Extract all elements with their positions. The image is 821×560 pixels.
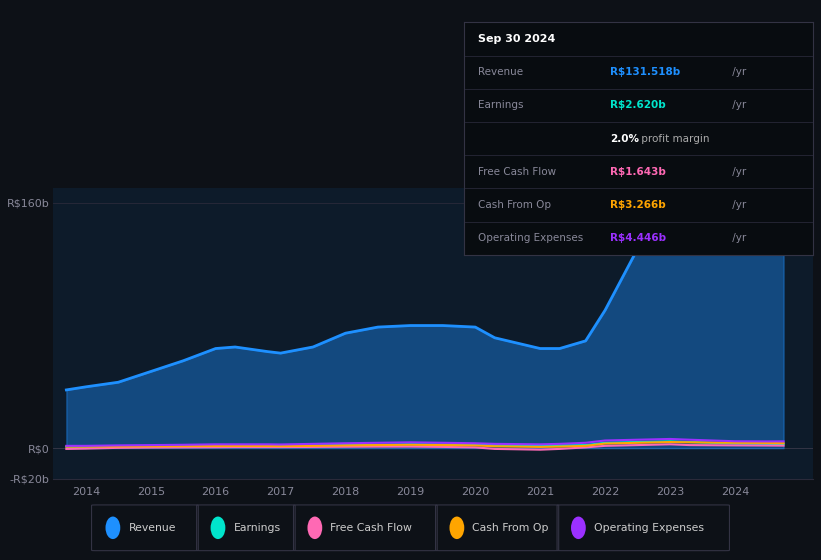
Text: Revenue: Revenue xyxy=(478,67,523,77)
Ellipse shape xyxy=(571,516,586,539)
Text: R$131.518b: R$131.518b xyxy=(610,67,681,77)
Text: /yr: /yr xyxy=(729,100,746,110)
Text: /yr: /yr xyxy=(729,67,746,77)
Text: R$4.446b: R$4.446b xyxy=(610,233,667,243)
Text: Free Cash Flow: Free Cash Flow xyxy=(478,167,556,177)
Text: Free Cash Flow: Free Cash Flow xyxy=(330,523,412,533)
Text: R$3.266b: R$3.266b xyxy=(610,200,666,210)
Ellipse shape xyxy=(450,516,465,539)
Ellipse shape xyxy=(106,516,121,539)
Text: Operating Expenses: Operating Expenses xyxy=(594,523,704,533)
Text: 2.0%: 2.0% xyxy=(610,134,640,143)
Text: profit margin: profit margin xyxy=(639,134,710,143)
Text: Revenue: Revenue xyxy=(128,523,176,533)
Text: Earnings: Earnings xyxy=(478,100,523,110)
Text: Cash From Op: Cash From Op xyxy=(478,200,551,210)
Ellipse shape xyxy=(210,516,225,539)
Text: Operating Expenses: Operating Expenses xyxy=(478,233,583,243)
Text: /yr: /yr xyxy=(729,167,746,177)
Ellipse shape xyxy=(308,516,323,539)
Text: Sep 30 2024: Sep 30 2024 xyxy=(478,34,555,44)
Text: Earnings: Earnings xyxy=(234,523,281,533)
Text: /yr: /yr xyxy=(729,200,746,210)
Text: Cash From Op: Cash From Op xyxy=(473,523,549,533)
Text: /yr: /yr xyxy=(729,233,746,243)
Text: R$2.620b: R$2.620b xyxy=(610,100,666,110)
Text: R$1.643b: R$1.643b xyxy=(610,167,667,177)
